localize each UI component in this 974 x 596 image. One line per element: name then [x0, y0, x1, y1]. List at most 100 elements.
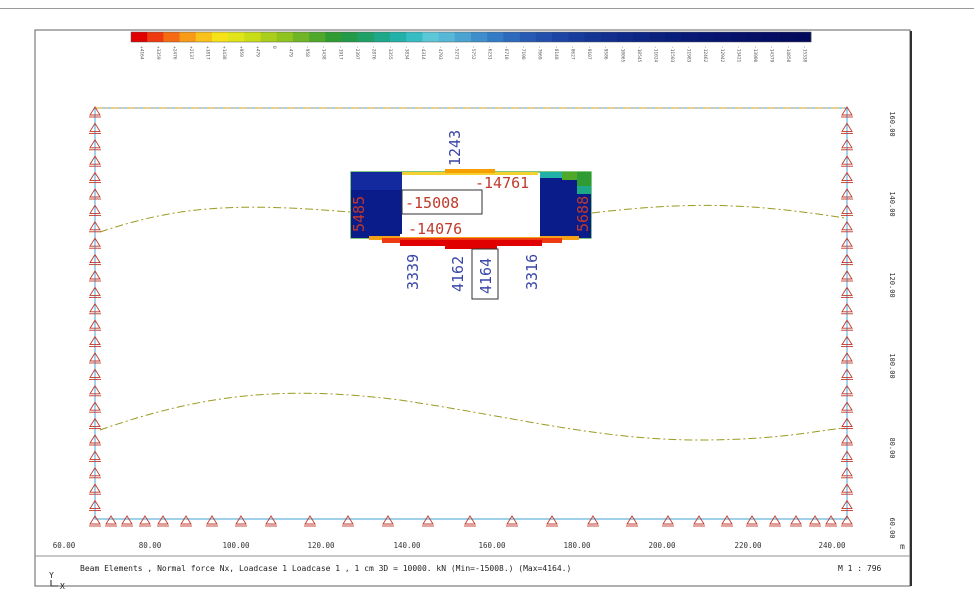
legend-label: -11024: [652, 46, 658, 63]
support-symbol: [89, 204, 101, 214]
support-symbol: [790, 515, 802, 525]
legend-swatch: [341, 32, 358, 42]
legend-label: -1438: [321, 46, 327, 60]
legend-swatch: [325, 32, 342, 42]
support-symbol: [769, 515, 781, 525]
legend-swatch: [762, 32, 779, 42]
top-peak: [445, 169, 495, 173]
support-symbol: [506, 515, 518, 525]
min-value-box: [401, 189, 483, 215]
legend-label: -2397: [354, 46, 360, 60]
support-symbol: [841, 466, 853, 477]
support-symbol: [89, 106, 101, 116]
support-symbol: [89, 237, 101, 247]
right-supports: [841, 106, 853, 512]
support-symbol: [89, 302, 101, 313]
legend-label: -8148: [553, 46, 559, 60]
right-corner-green: [562, 172, 577, 180]
x-tick-label: 80.00: [139, 541, 162, 550]
legend-label: -5752: [470, 46, 476, 60]
support-symbol: [841, 253, 853, 264]
legend-swatch: [195, 32, 213, 42]
support-symbol: [841, 483, 853, 493]
support-symbol: [841, 188, 853, 198]
support-symbol: [89, 253, 101, 264]
legend-label: -958: [304, 46, 310, 57]
support-symbol: [841, 138, 853, 149]
legend-label: 0: [271, 46, 277, 49]
support-symbol: [121, 515, 133, 525]
support-symbol: [89, 368, 101, 378]
legend-label: -7669: [536, 46, 542, 60]
support-symbol: [626, 515, 638, 525]
support-symbol: [342, 515, 354, 525]
bottom-band-gap: [400, 234, 540, 237]
legend-label: -11503: [669, 46, 675, 63]
support-symbol: [841, 220, 853, 231]
legend-label: -15338: [802, 46, 808, 63]
legend-swatch: [357, 32, 375, 42]
support-symbol: [841, 171, 853, 182]
support-symbol: [89, 434, 101, 444]
legend-label: -7190: [520, 46, 526, 60]
coord-axis-y-label: Y: [49, 571, 54, 580]
support-symbol: [206, 515, 218, 525]
support-symbol: [841, 368, 853, 378]
support-symbol: [89, 352, 101, 362]
legend-swatch: [519, 32, 537, 42]
support-symbol: [809, 515, 821, 525]
support-symbol: [841, 335, 853, 346]
legend-swatch: [503, 32, 520, 42]
legend-label: -12462: [702, 46, 708, 63]
support-symbol: [89, 286, 101, 296]
support-symbol: [841, 270, 853, 280]
support-symbol: [89, 384, 101, 395]
support-symbol: [841, 352, 853, 362]
scale-label: M 1 : 796: [838, 564, 882, 573]
right-corner-cyan: [540, 172, 562, 178]
layer-boundary-lower: [99, 392, 846, 441]
y-tick-label: 100.00: [888, 353, 896, 378]
legend-swatch: [649, 32, 666, 42]
support-symbol: [157, 515, 169, 525]
label-bottom-left-value: -14076: [408, 220, 462, 238]
bottom-band-peak: [445, 243, 497, 249]
legend-swatch: [131, 32, 148, 42]
support-symbol: [841, 499, 853, 510]
legend-label: -8627: [570, 46, 576, 60]
legend-swatch: [276, 32, 294, 42]
legend-label: +4164: [138, 46, 144, 60]
color-legend: [130, 31, 812, 43]
legend-label: -13421: [735, 46, 741, 63]
legend-swatch: [535, 32, 553, 42]
legend-swatch: [551, 32, 569, 42]
x-tick-label: 100.00: [222, 541, 250, 550]
legend-swatch: [163, 32, 180, 42]
legend-swatch: [681, 32, 698, 42]
support-symbol: [89, 450, 101, 460]
legend-swatch: [454, 32, 472, 42]
legend-label: +2476: [171, 46, 177, 60]
legend-swatch: [794, 32, 812, 42]
x-axis-ticks: 60.00 80.00 100.00 120.00 140.00 160.00 180.00…: [53, 541, 846, 550]
right-corner-green2: [577, 172, 591, 186]
x-tick-label: 60.00: [53, 541, 76, 550]
support-symbol: [382, 515, 394, 525]
label-value-3316: 3316: [523, 254, 541, 290]
legend-swatch: [730, 32, 747, 42]
support-symbol: [825, 515, 837, 525]
bottom-supports: [89, 515, 853, 527]
support-symbol: [139, 515, 151, 525]
y-axis-ticks: 160.00 140.00 120.00 100.00 80.00 60.00: [888, 111, 896, 538]
support-symbol: [89, 417, 101, 428]
legend-swatch: [228, 32, 245, 42]
label-left-side-value: 5485: [350, 196, 368, 232]
support-symbol: [841, 384, 853, 395]
x-axis-unit: m: [900, 542, 905, 551]
support-symbol: [841, 122, 853, 132]
support-symbol: [841, 204, 853, 214]
x-tick-label: 240.00: [818, 541, 846, 550]
support-symbol: [841, 302, 853, 313]
support-symbol: [841, 434, 853, 444]
